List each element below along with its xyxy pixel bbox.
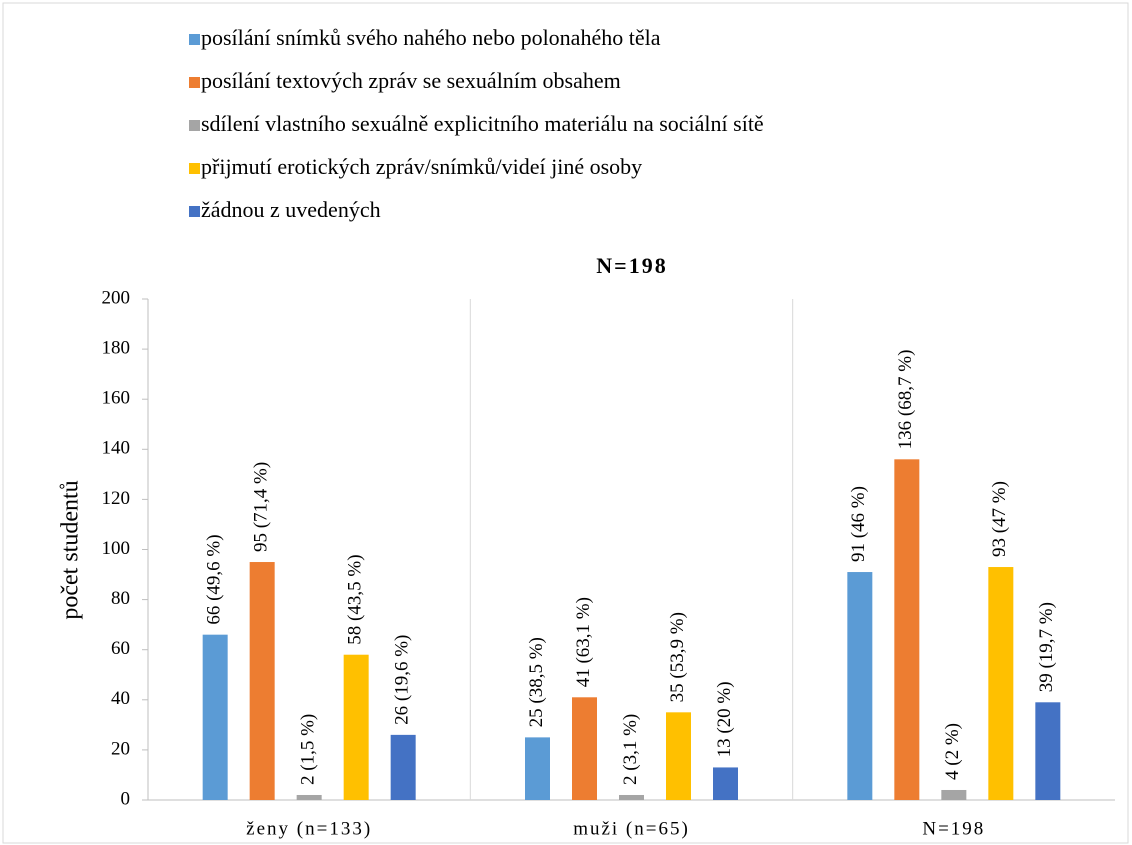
bar	[666, 712, 691, 800]
bar	[1035, 702, 1061, 800]
value-label: 136 (68,7 %)	[895, 350, 916, 450]
legend-label: posílání textových zpráv se sexuálním ob…	[201, 68, 621, 93]
y-tick-label: 20	[111, 738, 130, 759]
bar	[713, 767, 738, 800]
y-tick-label: 120	[102, 488, 131, 509]
value-label: 25 (38,5 %)	[526, 637, 547, 727]
value-label: 41 (63,1 %)	[573, 597, 594, 687]
legend-label: přijmutí erotických zpráv/snímků/videí j…	[201, 154, 642, 179]
bar	[847, 572, 873, 800]
value-label: 93 (47 %)	[989, 481, 1010, 557]
value-label: 13 (20 %)	[714, 681, 735, 757]
bar	[988, 567, 1014, 800]
bar	[343, 654, 369, 800]
y-tick-label: 200	[102, 287, 131, 308]
bar	[390, 734, 416, 800]
y-tick-label: 40	[111, 688, 130, 709]
y-tick-label: 140	[102, 438, 131, 459]
value-label: 35 (53,9 %)	[667, 612, 688, 702]
chart-title: N=198	[596, 253, 667, 278]
bar	[894, 459, 920, 800]
legend-swatch	[189, 77, 200, 88]
bar	[249, 562, 275, 800]
value-label: 91 (46 %)	[848, 486, 869, 562]
legend-swatch	[189, 163, 200, 174]
bar	[619, 794, 644, 800]
y-tick-label: 80	[111, 588, 130, 609]
legend-label: žádnou z uvedených	[201, 197, 381, 222]
bar	[525, 737, 550, 800]
value-label: 66 (49,6 %)	[204, 534, 225, 624]
value-label: 39 (19,7 %)	[1036, 602, 1057, 692]
legend-swatch	[189, 206, 200, 217]
x-tick-label: ženy (n=133)	[246, 818, 372, 839]
bar	[202, 634, 228, 800]
value-label: 95 (71,4 %)	[251, 462, 272, 552]
y-tick-label: 100	[102, 538, 131, 559]
x-tick-label: muži (n=65)	[573, 818, 690, 839]
legend-swatch	[189, 34, 200, 45]
value-label: 26 (19,6 %)	[392, 635, 413, 725]
y-axis-label: počet studentů	[58, 480, 84, 619]
legend-swatch	[189, 120, 200, 131]
value-label: 2 (1,5 %)	[298, 714, 319, 785]
legend-label: posílání snímků svého nahého nebo polona…	[201, 25, 661, 50]
bar	[572, 697, 597, 800]
x-tick-label: N=198	[922, 818, 985, 839]
value-label: 2 (3,1 %)	[620, 714, 641, 785]
bar	[296, 794, 322, 800]
y-tick-label: 180	[102, 337, 131, 358]
y-tick-label: 60	[111, 638, 130, 659]
bar	[941, 789, 967, 800]
legend-label: sdílení vlastního sexuálně explicitního …	[201, 111, 764, 136]
value-label: 4 (2 %)	[942, 723, 963, 780]
value-label: 58 (43,5 %)	[345, 554, 366, 644]
y-tick-label: 0	[121, 788, 131, 809]
y-tick-label: 160	[102, 388, 131, 409]
